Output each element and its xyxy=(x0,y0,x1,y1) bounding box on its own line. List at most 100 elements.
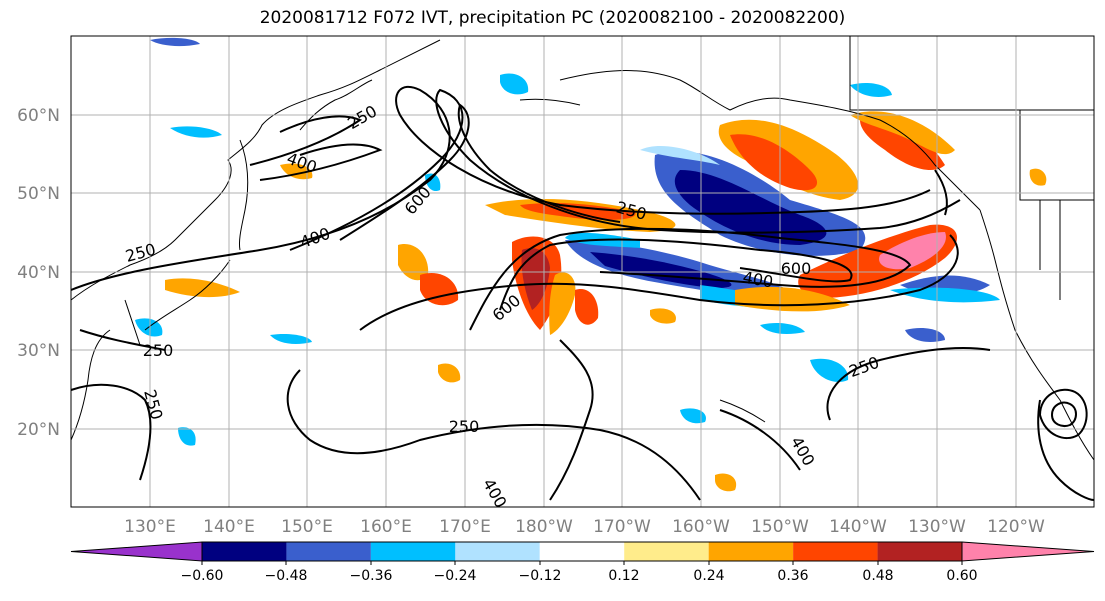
colorbar-bin xyxy=(793,542,878,561)
shade-negative-small-8 xyxy=(178,427,196,446)
colorbar-extend-low xyxy=(70,541,203,562)
coastline-kamchatka xyxy=(299,79,373,131)
coastline-china-east xyxy=(70,329,111,441)
map-title: 2020081712 F072 IVT, precipitation PC (2… xyxy=(259,8,846,28)
colorbar-tick-label: 0.12 xyxy=(608,568,639,584)
longitude-labels: 130°E 140°E 150°E 160°E 170°E 180°W 170°W 160°W… xyxy=(124,517,1045,537)
shade-negative-small-2 xyxy=(500,73,529,95)
shade-negative-small-5 xyxy=(810,358,849,382)
shade-negative-small-3 xyxy=(150,37,200,47)
colorbar-bin xyxy=(624,542,709,561)
ivt-contour-400-kamchatka xyxy=(259,143,383,181)
border-canada-us xyxy=(849,36,1094,111)
ivt-contour-400-hurricane xyxy=(1037,399,1095,501)
shade-negative-small-4 xyxy=(760,322,805,334)
colorbar-bin xyxy=(455,542,540,561)
lon-label: 150°W xyxy=(751,517,809,537)
shade-positive-small-3 xyxy=(715,473,737,492)
lat-label: 60°N xyxy=(17,106,60,126)
lon-label: 170°E xyxy=(439,517,491,537)
coastline-california xyxy=(1059,399,1095,461)
lon-label: 160°W xyxy=(672,517,730,537)
contour-label: 600 xyxy=(781,259,812,278)
lon-label: 130°W xyxy=(908,517,966,537)
ivt-contour-250-south xyxy=(286,369,701,501)
colorbar-tick-label: 0.24 xyxy=(693,568,724,584)
colorbar-tick-label: 0.48 xyxy=(862,568,893,584)
coastlines xyxy=(70,36,1095,461)
ivt-contour-250-east xyxy=(826,347,991,421)
ivt-contour-250-sw xyxy=(70,383,152,481)
shade-positive-gulf xyxy=(860,119,945,170)
shade-positive-small-4 xyxy=(1029,168,1047,186)
coastline-hawaii xyxy=(719,399,766,423)
shade-positive-kuril-2 xyxy=(420,272,459,306)
colorbar-tick-label: −0.60 xyxy=(181,568,224,584)
shade-negative-light xyxy=(640,145,720,165)
ivt-contour-250-main xyxy=(359,234,959,331)
shade-positive-japan xyxy=(165,278,240,298)
lon-label: 160°E xyxy=(360,517,412,537)
lon-label: 150°E xyxy=(281,517,333,537)
ivt-contours xyxy=(70,85,1095,501)
lon-label: 140°W xyxy=(829,517,887,537)
shade-positive-west-band-red xyxy=(520,202,636,220)
lat-label: 20°N xyxy=(17,420,60,440)
shade-positive-mid xyxy=(575,289,599,325)
colorbar-tick-label: −0.12 xyxy=(519,568,562,584)
latitude-labels: 60°N 50°N 40°N 30°N 20°N xyxy=(17,106,60,440)
shade-positive-kuril xyxy=(398,244,429,281)
shade-positive-small-5 xyxy=(280,163,313,180)
shade-positive-small-1 xyxy=(438,363,461,383)
ivt-contour-hurricane-ring-2 xyxy=(1050,401,1077,427)
colorbar-bin xyxy=(286,542,371,561)
contour-label: 250 xyxy=(449,417,480,436)
shade-positive-dateline-dark xyxy=(521,248,550,310)
colorbar-bin xyxy=(370,542,456,561)
colorbar: −0.60 −0.48 −0.36 −0.24 −0.12 0.12 0.24 0.36 0.4… xyxy=(70,541,1095,584)
ivt-contour-250-hawaii xyxy=(719,409,801,471)
lon-label: 120°W xyxy=(987,517,1045,537)
ivt-contour-250-north xyxy=(70,85,931,291)
colorbar-tick-label: −0.48 xyxy=(265,568,308,584)
lon-label: 170°W xyxy=(593,517,651,537)
lat-label: 30°N xyxy=(17,341,60,361)
shade-positive-dateline-edge xyxy=(549,272,576,335)
ivt-contour-hurricane-ring-1 xyxy=(1038,388,1088,440)
colorbar-bin xyxy=(202,542,287,561)
lon-label: 180°W xyxy=(515,517,573,537)
lon-label: 140°E xyxy=(203,517,255,537)
ivt-contour-400-north xyxy=(289,88,961,251)
ivt-contour-250-west xyxy=(79,329,166,351)
shade-positive-east-band-pink xyxy=(879,232,946,270)
shade-negative-small-11 xyxy=(680,408,706,424)
shade-negative-small-12 xyxy=(270,333,312,344)
shade-negative-deep xyxy=(674,170,827,245)
ivt-contour-600-north xyxy=(339,103,621,241)
map-border xyxy=(70,35,1095,508)
shade-positive-gulf-edge xyxy=(850,111,955,155)
colorbar-outline xyxy=(201,541,963,562)
ivt-contour-600-main xyxy=(499,238,853,311)
coastline-japan xyxy=(144,259,231,331)
coastline-korea xyxy=(124,299,141,346)
shade-positive-aleutian-red xyxy=(730,134,818,191)
shade-negative-small-9 xyxy=(850,83,892,97)
lat-label: 40°N xyxy=(17,263,60,283)
colorbar-tick-label: 0.60 xyxy=(946,568,977,584)
coastline-sakhalin xyxy=(239,139,249,251)
ivt-contour-400-main xyxy=(469,227,912,331)
colorbar-tick-label: −0.24 xyxy=(434,568,477,584)
shade-negative-small-1 xyxy=(170,126,222,138)
coastline-alaska xyxy=(559,70,981,211)
lat-label: 50°N xyxy=(17,184,60,204)
shade-negative-small-6 xyxy=(905,328,945,342)
coastline-aleutians xyxy=(519,98,581,106)
ivt-contour-250-kamchatka xyxy=(249,115,363,166)
colorbar-bin xyxy=(539,542,625,561)
ivt-contour-250-ne xyxy=(934,169,948,216)
colorbar-bin xyxy=(877,542,962,561)
colorbar-tick-label: −0.36 xyxy=(350,568,393,584)
